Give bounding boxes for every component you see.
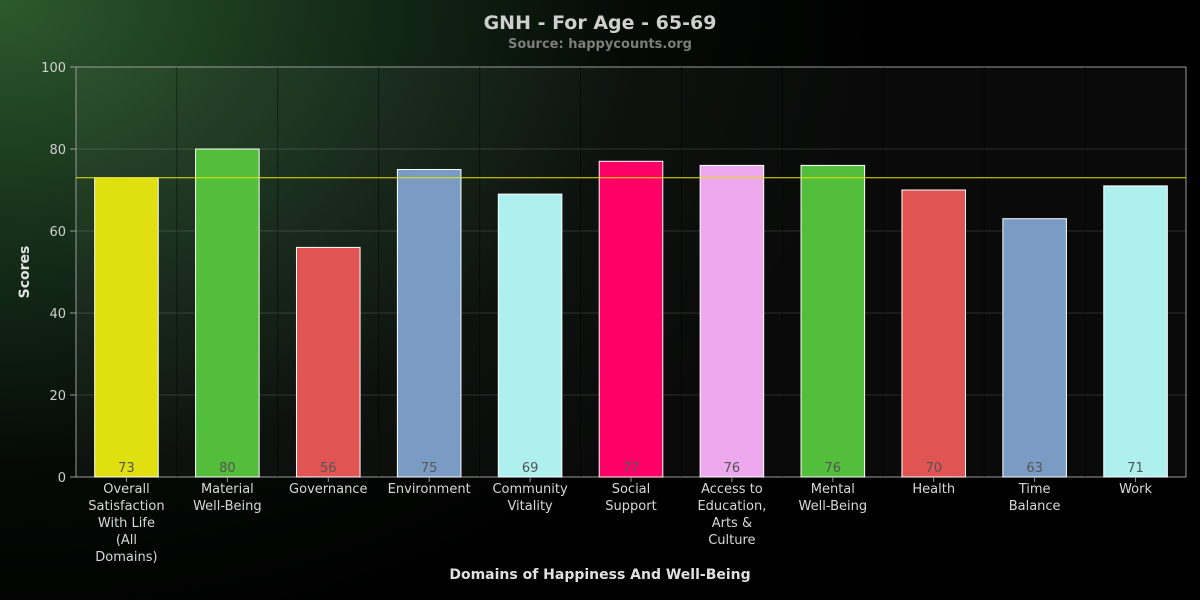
x-category-label: Health (912, 482, 955, 497)
x-category-label: Environment (388, 482, 471, 497)
y-tick-label: 100 (41, 61, 66, 76)
x-category-label: Governance (289, 482, 367, 497)
bar[interactable] (295, 246, 361, 478)
bar[interactable] (901, 189, 967, 478)
bar-value-label: 73 (118, 461, 135, 476)
bar[interactable] (1002, 218, 1067, 478)
bar[interactable] (598, 160, 664, 478)
y-tick-label: 60 (49, 225, 66, 240)
bar[interactable] (396, 169, 462, 478)
x-axis-title: Domains of Happiness And Well-Being (449, 567, 750, 583)
bar-value-label: 71 (1127, 461, 1144, 476)
bar-value-label: 75 (421, 461, 438, 476)
bar[interactable] (699, 164, 765, 478)
y-tick-label: 20 (49, 389, 66, 404)
bar-value-label: 70 (925, 461, 942, 476)
chart-title: GNH - For Age - 65-69 (484, 12, 717, 34)
x-category-label: Overall Satisfaction With Life (All Domains) (88, 482, 164, 565)
y-axis-title: Scores (17, 246, 33, 299)
bar[interactable] (497, 193, 563, 478)
bar-value-label: 76 (825, 461, 842, 476)
x-category-label: Work (1119, 482, 1152, 497)
chart-subtitle: Source: happycounts.org (508, 37, 692, 52)
x-category-label: Access to Education, Arts & Culture (697, 482, 766, 548)
x-category-label: Mental Well-Being (799, 482, 868, 514)
bar-value-label: 69 (522, 461, 539, 476)
x-category-label: Material Well-Being (193, 482, 262, 514)
bar[interactable] (94, 177, 159, 478)
bar[interactable] (800, 164, 866, 478)
bar[interactable] (195, 148, 260, 478)
bar-value-label: 63 (1026, 461, 1043, 476)
plot-area: 0 20 40 60 80 100 73 80 56 75 69 77 76 76 70 63 71 Overal… (41, 61, 1187, 565)
bar-value-label: 56 (320, 461, 337, 476)
x-category-label: Community Vitality (492, 482, 568, 514)
y-tick-label: 40 (49, 307, 66, 322)
x-category-label: Social Support (605, 482, 656, 514)
bar-value-label: 76 (724, 461, 741, 476)
y-tick-label: 0 (58, 471, 66, 486)
x-category-label: Time Balance (1009, 482, 1061, 514)
bar[interactable] (1103, 185, 1168, 478)
y-tick-label: 80 (49, 143, 66, 158)
bar-value-label: 77 (623, 461, 640, 476)
bar-value-label: 80 (219, 461, 236, 476)
